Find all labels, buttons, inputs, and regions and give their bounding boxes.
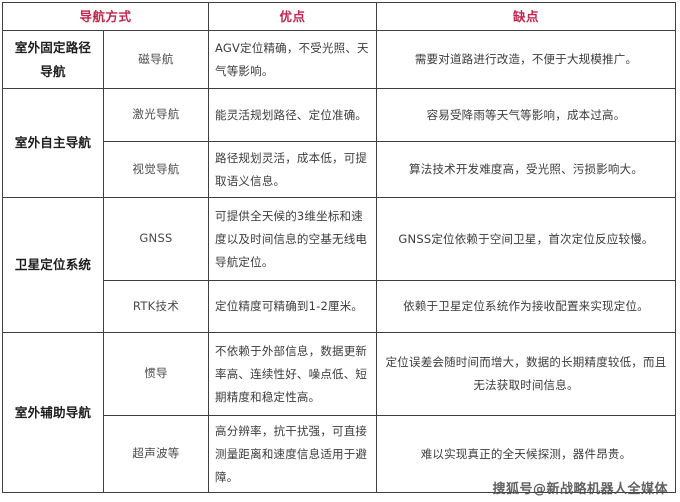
method-name-ultrasonic: 超声波等 (102, 415, 210, 493)
method-name-gnss: GNSS (102, 197, 210, 281)
advantages-visual: 路径规划灵活，成本低，可提取语义信息。 (208, 141, 378, 198)
group-label-outdoor-auxiliary: 室外辅助导航 (2, 332, 104, 493)
method-name-laser: 激光导航 (102, 88, 210, 142)
group-label-outdoor-fixed-path: 室外固定路径导航 (2, 30, 104, 89)
navigation-comparison-table: 导航方式 优点 缺点 室外固定路径导航 磁导航 AGV定位精确，不受光照、天气等… (1, 2, 677, 493)
disadvantages-laser: 容易受降雨等天气等影响，成本过高。 (376, 88, 677, 142)
group-label-satellite-positioning: 卫星定位系统 (2, 197, 104, 333)
table-body: 室外固定路径导航 磁导航 AGV定位精确，不受光照、天气等影响。 需要对道路进行… (2, 30, 677, 493)
table-row: 室外自主导航 激光导航 能灵活规划路径、定位准确。 容易受降雨等天气等影响，成本… (2, 88, 677, 198)
disadvantages-ultrasonic: 难以实现真正的全天候探测，器件昂贵。 (376, 415, 677, 493)
table-row: RTK技术 定位精度可精确到1-2厘米。 依赖于卫星定位系统作为接收配置来实现定… (3, 280, 677, 333)
column-header-advantages: 优点 (208, 2, 378, 31)
disadvantages-inertial: 定位误差会随时间而增大，数据的长期精度较低，而且无法获取时间信息。 (376, 332, 677, 416)
table-row: 卫星定位系统 GNSS 可提供全天候的3维坐标和速度以及时间信息的空基无线电导航… (2, 197, 677, 333)
advantages-inertial: 不依赖于外部信息，数据更新率高、连续性好、噪点低、短期精度和稳定性高。 (208, 332, 378, 416)
table-header: 导航方式 优点 缺点 (1, 2, 677, 31)
table-row: 超声波等 高分辨率，抗干扰强，可直接测量距离和速度信息适用于避障。 难以实现真正… (3, 415, 677, 493)
group-label-outdoor-autonomous: 室外自主导航 (2, 88, 104, 198)
table-row: 室外固定路径导航 磁导航 AGV定位精确，不受光照、天气等影响。 需要对道路进行… (2, 30, 677, 89)
method-name-visual: 视觉导航 (102, 141, 210, 198)
advantages-rtk: 定位精度可精确到1-2厘米。 (208, 280, 378, 333)
disadvantages-rtk: 依赖于卫星定位系统作为接收配置来实现定位。 (376, 280, 677, 333)
header-row: 导航方式 优点 缺点 (1, 2, 677, 31)
disadvantages-visual: 算法技术开发难度高，受光照、污损影响大。 (376, 141, 677, 198)
column-header-navigation-method: 导航方式 (1, 2, 210, 31)
method-name-rtk: RTK技术 (102, 280, 210, 333)
advantages-ultrasonic: 高分辨率，抗干扰强，可直接测量距离和速度信息适用于避障。 (208, 415, 378, 493)
advantages-magnetic: AGV定位精确，不受光照、天气等影响。 (208, 30, 378, 89)
disadvantages-gnss: GNSS定位依赖于空间卫星，首次定位反应较慢。 (376, 197, 677, 281)
advantages-laser: 能灵活规划路径、定位准确。 (208, 88, 378, 142)
table-row: 室外辅助导航 惯导 不依赖于外部信息，数据更新率高、连续性好、噪点低、短期精度和… (2, 332, 677, 493)
disadvantages-magnetic: 需要对道路进行改造，不便于大规模推广。 (376, 30, 677, 89)
method-name-magnetic: 磁导航 (102, 30, 210, 89)
column-header-disadvantages: 缺点 (376, 2, 677, 31)
advantages-gnss: 可提供全天候的3维坐标和速度以及时间信息的空基无线电导航定位。 (208, 197, 378, 281)
method-name-inertial: 惯导 (102, 332, 210, 416)
table-row: 视觉导航 路径规划灵活，成本低，可提取语义信息。 算法技术开发难度高，受光照、污… (3, 141, 677, 198)
